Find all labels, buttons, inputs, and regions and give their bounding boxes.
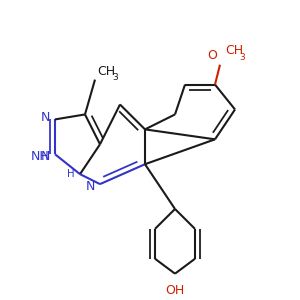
Text: N: N — [85, 180, 95, 193]
Text: OH: OH — [165, 284, 184, 297]
Text: N: N — [40, 111, 50, 124]
Text: CH: CH — [225, 44, 243, 57]
Text: H: H — [68, 169, 75, 179]
Text: N: N — [40, 150, 50, 163]
Text: 3: 3 — [112, 73, 118, 82]
Text: 3: 3 — [239, 53, 245, 62]
Text: NH: NH — [31, 150, 50, 163]
Text: CH: CH — [97, 64, 115, 78]
Text: O: O — [207, 49, 217, 62]
